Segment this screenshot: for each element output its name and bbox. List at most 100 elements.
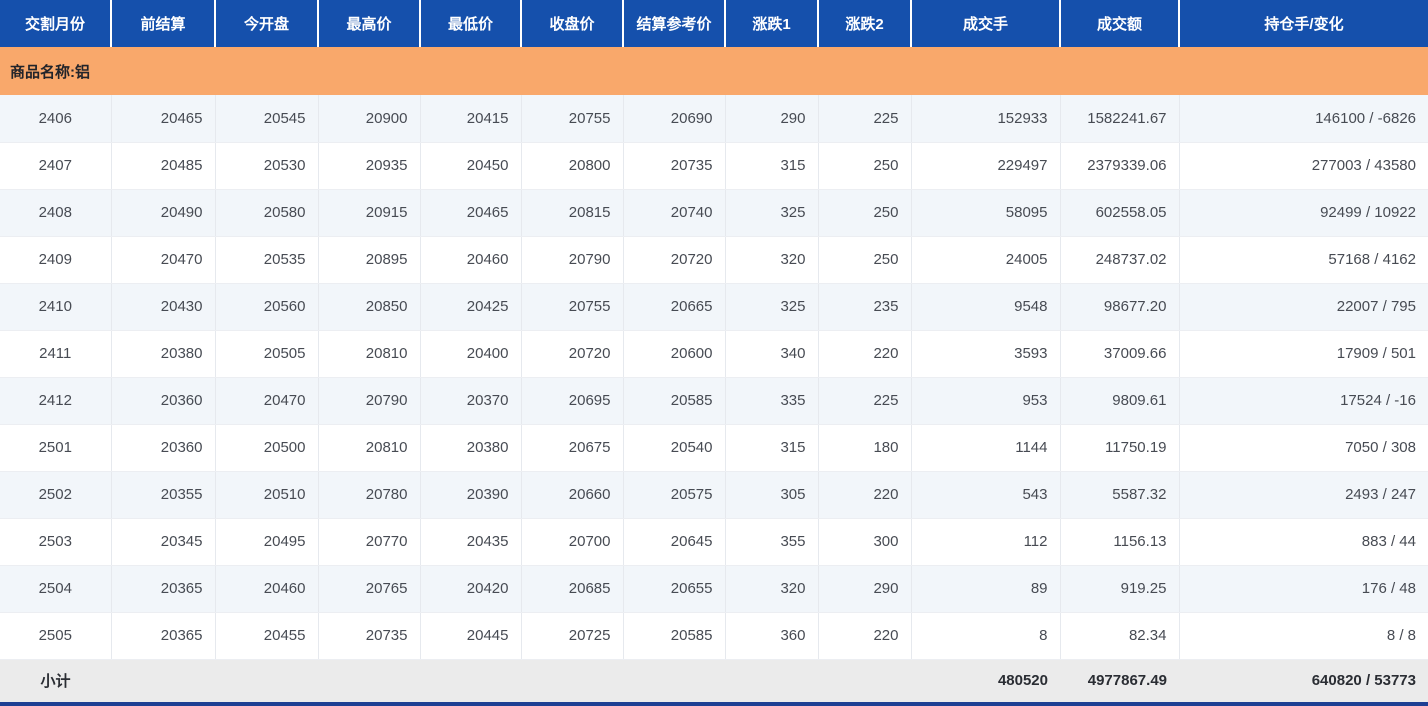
cell-value: 335	[725, 377, 819, 425]
cell-delivery-month: 2411	[0, 330, 112, 378]
cell-value: 176 / 48	[1179, 565, 1428, 613]
commodity-group-row: 商品名称:铝	[0, 47, 1428, 95]
cell-delivery-month: 2412	[0, 377, 112, 425]
cell-value: 98677.20	[1060, 283, 1180, 331]
cell-value: 57168 / 4162	[1179, 236, 1428, 284]
cell-value: 919.25	[1060, 565, 1180, 613]
table-row: 2409 20470 20535 20895 20460 20790 20720 320 250…	[0, 236, 1428, 284]
cell-value: 20495	[215, 518, 319, 566]
cell-delivery-month: 2408	[0, 189, 112, 237]
cell-value: 20360	[111, 424, 216, 472]
cell-value: 225	[818, 95, 912, 143]
cell-value: 20455	[215, 612, 319, 660]
table-body: 商品名称:铝 2406 20465 20545 20900 20415 20755 2069…	[0, 47, 1428, 702]
cell-value: 89	[911, 565, 1061, 613]
column-header-change1: 涨跌1	[725, 0, 819, 47]
cell-value: 20735	[318, 612, 421, 660]
cell-value: 20780	[318, 471, 421, 519]
cell-value: 20765	[318, 565, 421, 613]
cell-value: 20675	[521, 424, 624, 472]
cell-value: 20665	[623, 283, 726, 331]
cell-value: 20370	[420, 377, 522, 425]
bottom-bar	[0, 702, 1428, 706]
cell-value: 20645	[623, 518, 726, 566]
cell-value: 20500	[215, 424, 319, 472]
column-header-low: 最低价	[420, 0, 522, 47]
commodity-name-label: 商品名称:铝	[0, 47, 1428, 95]
cell-value: 325	[725, 283, 819, 331]
cell-value: 290	[725, 95, 819, 143]
cell-value: 3593	[911, 330, 1061, 378]
cell-value: 20800	[521, 142, 624, 190]
cell-value	[215, 659, 318, 702]
cell-value: 315	[725, 424, 819, 472]
cell-delivery-month: 2406	[0, 95, 112, 143]
cell-value: 20575	[623, 471, 726, 519]
cell-value: 20755	[521, 283, 624, 331]
cell-value: 20915	[318, 189, 421, 237]
cell-value: 20510	[215, 471, 319, 519]
cell-value: 229497	[911, 142, 1061, 190]
column-header-open: 今开盘	[215, 0, 319, 47]
header-row: 交割月份 前结算 今开盘 最高价 最低价 收盘价 结算参考价 涨跌1 涨跌2 成…	[0, 0, 1428, 47]
cell-value	[818, 659, 911, 702]
cell-value: 20490	[111, 189, 216, 237]
table-row: 2406 20465 20545 20900 20415 20755 20690 290 225…	[0, 95, 1428, 143]
cell-delivery-month: 2409	[0, 236, 112, 284]
cell-value: 20465	[420, 189, 522, 237]
column-header-open-interest: 持仓手/变化	[1179, 0, 1428, 47]
cell-value: 20655	[623, 565, 726, 613]
cell-value: 4977867.49	[1060, 659, 1179, 702]
cell-value: 8	[911, 612, 1061, 660]
cell-value: 20425	[420, 283, 522, 331]
column-header-delivery-month: 交割月份	[0, 0, 112, 47]
cell-value: 180	[818, 424, 912, 472]
cell-value: 20530	[215, 142, 319, 190]
cell-value: 20755	[521, 95, 624, 143]
cell-value: 152933	[911, 95, 1061, 143]
cell-value: 325	[725, 189, 819, 237]
cell-value: 602558.05	[1060, 189, 1180, 237]
cell-value: 20600	[623, 330, 726, 378]
cell-value: 37009.66	[1060, 330, 1180, 378]
cell-value: 20545	[215, 95, 319, 143]
cell-value: 9809.61	[1060, 377, 1180, 425]
cell-delivery-month: 2410	[0, 283, 112, 331]
cell-value: 20770	[318, 518, 421, 566]
cell-value: 543	[911, 471, 1061, 519]
column-header-turnover: 成交额	[1060, 0, 1180, 47]
cell-value: 20895	[318, 236, 421, 284]
cell-value: 20740	[623, 189, 726, 237]
cell-value: 82.34	[1060, 612, 1180, 660]
cell-value	[111, 659, 215, 702]
cell-value: 320	[725, 236, 819, 284]
cell-value: 20390	[420, 471, 522, 519]
column-header-prev-settlement: 前结算	[111, 0, 216, 47]
cell-value: 20690	[623, 95, 726, 143]
cell-value: 11750.19	[1060, 424, 1180, 472]
table-row: 2412 20360 20470 20790 20370 20695 20585 335 225…	[0, 377, 1428, 425]
cell-value: 146100 / -6826	[1179, 95, 1428, 143]
cell-value	[420, 659, 521, 702]
cell-value: 250	[818, 189, 912, 237]
cell-value: 17524 / -16	[1179, 377, 1428, 425]
cell-value: 20415	[420, 95, 522, 143]
cell-value: 20810	[318, 330, 421, 378]
cell-value: 9548	[911, 283, 1061, 331]
cell-value: 1144	[911, 424, 1061, 472]
cell-value: 480520	[911, 659, 1060, 702]
cell-value: 20430	[111, 283, 216, 331]
cell-value: 22007 / 795	[1179, 283, 1428, 331]
cell-value: 20470	[111, 236, 216, 284]
subtotal-row: 小计 480520 4977867.49 640820 / 53773	[0, 659, 1428, 702]
cell-value: 20735	[623, 142, 726, 190]
cell-value: 277003 / 43580	[1179, 142, 1428, 190]
cell-value: 340	[725, 330, 819, 378]
cell-value: 20450	[420, 142, 522, 190]
cell-value: 953	[911, 377, 1061, 425]
cell-value: 20365	[111, 612, 216, 660]
cell-value: 20585	[623, 377, 726, 425]
cell-value: 20540	[623, 424, 726, 472]
cell-value: 20535	[215, 236, 319, 284]
